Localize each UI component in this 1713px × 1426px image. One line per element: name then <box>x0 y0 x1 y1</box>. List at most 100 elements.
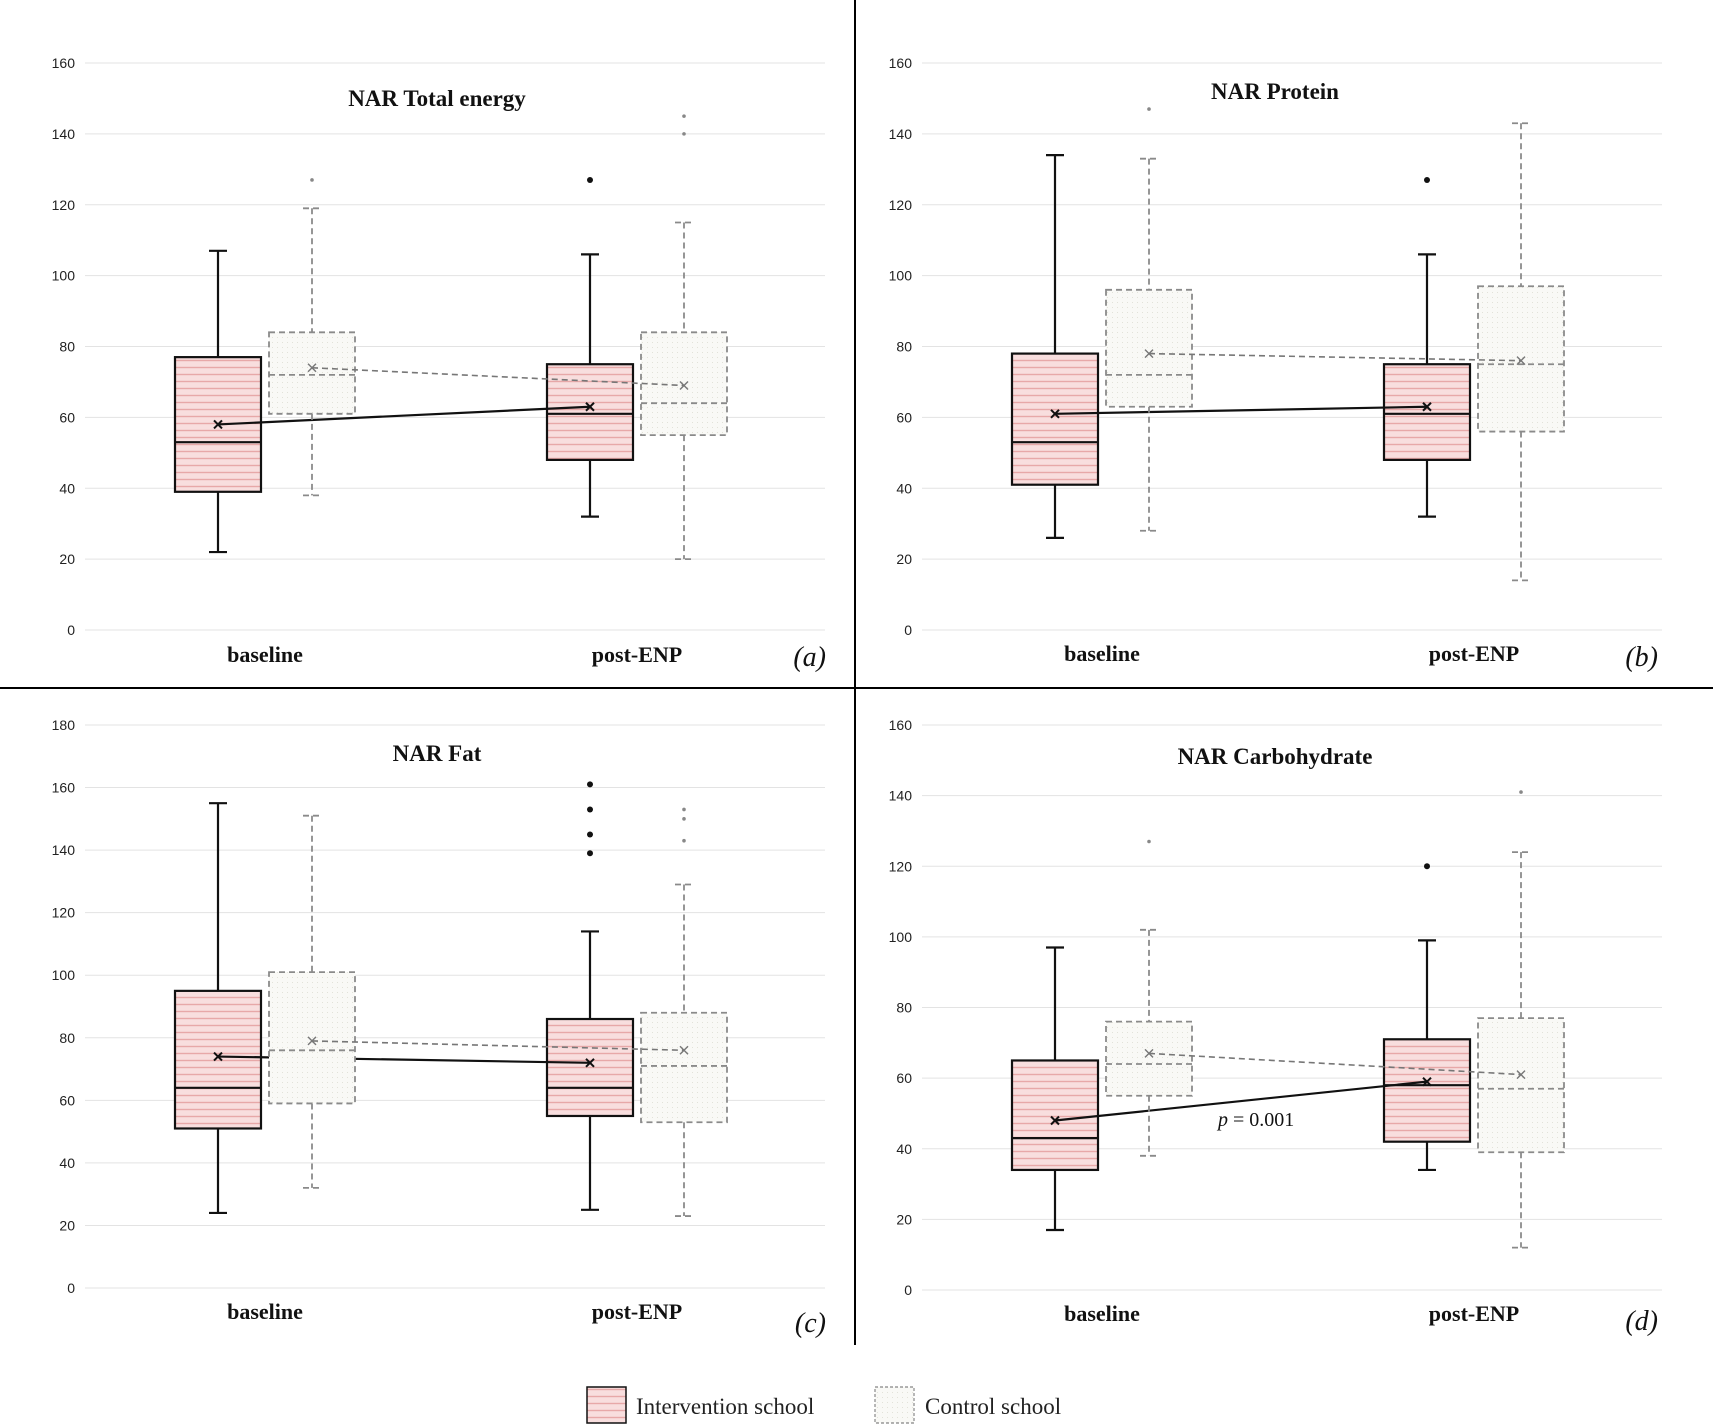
x-category-label: post-ENP <box>592 642 682 667</box>
chart-panel: 0 20 40 60 80 100 120 140 160 NAR Carbohydrate bas… <box>889 717 1662 1337</box>
panel-label: (a) <box>793 642 826 673</box>
outlier-point <box>1519 790 1523 794</box>
y-tick-label: 40 <box>896 480 912 496</box>
chart-panel: 0 20 40 60 80 100 120 140 160 NAR Total energy bas… <box>52 55 826 673</box>
box-iqr <box>545 363 635 462</box>
control-box <box>1105 107 1193 532</box>
control-box <box>268 178 356 497</box>
y-tick-label: 120 <box>889 197 913 213</box>
outlier-point <box>587 176 593 183</box>
y-tick-label: 120 <box>52 197 76 213</box>
y-tick-label: 40 <box>59 480 75 496</box>
x-category-label: baseline <box>227 1299 303 1324</box>
mean-trend-line-control <box>1148 352 1522 362</box>
y-tick-label: 20 <box>896 551 912 567</box>
box-iqr <box>173 989 263 1130</box>
outlier-point <box>587 831 593 838</box>
y-tick-label: 180 <box>52 717 76 733</box>
y-tick-label: 60 <box>896 1070 912 1086</box>
x-category-label: post-ENP <box>1429 1301 1519 1326</box>
y-tick-label: 140 <box>889 788 913 804</box>
control-box <box>1477 790 1565 1249</box>
y-tick-label: 160 <box>889 717 913 733</box>
chart-title: NAR Fat <box>393 741 482 766</box>
x-category-label: baseline <box>1064 1301 1140 1326</box>
mean-trend-line-control <box>311 366 685 387</box>
y-tick-label: 160 <box>52 780 76 796</box>
mean-trend-line-intervention <box>1054 1080 1428 1122</box>
y-tick-label: 120 <box>889 858 913 874</box>
y-tick-label: 140 <box>889 126 913 142</box>
outlier-point <box>682 132 686 136</box>
p-value-text: = 0.001 <box>1228 1109 1294 1131</box>
outlier-point <box>1147 839 1151 844</box>
box-iqr <box>1105 1020 1193 1097</box>
box-iqr <box>1382 363 1472 462</box>
x-category-label: post-ENP <box>1429 641 1519 666</box>
box-iqr <box>1010 1059 1100 1172</box>
y-tick-label: 20 <box>896 1211 912 1227</box>
x-category-label: post-ENP <box>592 1299 682 1324</box>
y-tick-label: 160 <box>52 55 76 71</box>
chart-panel: 0 20 40 60 80 100 120 140 160 180 NAR Fat baseline p… <box>52 717 826 1339</box>
y-tick-label: 80 <box>896 1000 912 1016</box>
outlier-point <box>1147 107 1151 111</box>
outlier-point <box>587 781 593 788</box>
p-value-symbol: p <box>1216 1109 1228 1131</box>
y-tick-label: 80 <box>896 339 912 355</box>
box-iqr <box>1477 285 1565 433</box>
p-value-annotation: p = 0.001 <box>1216 1109 1294 1131</box>
legend-label-control: Control school <box>925 1394 1061 1419</box>
panel-label: (b) <box>1625 642 1658 673</box>
outlier-point <box>682 838 686 843</box>
mean-trend-line-control <box>311 1040 685 1052</box>
outlier-point <box>1424 176 1430 183</box>
mean-trend-line-control <box>1148 1052 1522 1076</box>
legend-label-intervention: Intervention school <box>636 1394 814 1419</box>
control-box <box>268 814 356 1189</box>
control-box <box>1477 122 1565 582</box>
intervention-box <box>1382 863 1472 1172</box>
outlier-point <box>682 807 686 812</box>
mean-trend-line-intervention <box>1054 405 1428 415</box>
y-tick-label: 20 <box>59 1217 75 1233</box>
chart-panel: 0 20 40 60 80 100 120 140 160 NAR Protein baseline… <box>889 55 1662 673</box>
y-tick-label: 40 <box>896 1141 912 1157</box>
box-iqr <box>1477 1017 1565 1154</box>
y-tick-label: 120 <box>52 905 76 921</box>
y-tick-label: 160 <box>889 55 913 71</box>
intervention-box <box>545 176 635 518</box>
intervention-box <box>1010 154 1100 539</box>
y-tick-label: 60 <box>59 409 75 425</box>
box-iqr <box>1010 352 1100 486</box>
outlier-point <box>310 178 314 182</box>
panel-label: (c) <box>795 1308 826 1339</box>
intervention-box <box>545 781 635 1211</box>
outlier-point <box>1424 863 1430 870</box>
intervention-box <box>1010 946 1100 1232</box>
legend-swatch-control <box>874 1386 915 1424</box>
chart-title: NAR Protein <box>1211 79 1339 104</box>
legend-swatch-intervention <box>586 1386 627 1424</box>
y-tick-label: 60 <box>59 1092 75 1108</box>
y-tick-label: 60 <box>896 409 912 425</box>
y-tick-label: 140 <box>52 126 76 142</box>
y-tick-label: 100 <box>52 268 76 284</box>
control-box <box>640 114 728 561</box>
legend: Intervention school Control school <box>586 1386 1061 1424</box>
intervention-box <box>173 249 263 554</box>
y-tick-label: 140 <box>52 842 76 858</box>
box-iqr <box>268 971 356 1105</box>
y-tick-label: 0 <box>904 1282 912 1298</box>
mean-trend-line-intervention <box>217 405 591 426</box>
y-tick-label: 0 <box>904 622 912 638</box>
chart-title: NAR Total energy <box>348 86 526 111</box>
x-category-label: baseline <box>1064 641 1140 666</box>
box-iqr <box>268 331 356 415</box>
y-tick-label: 0 <box>67 622 75 638</box>
outlier-point <box>587 850 593 857</box>
outlier-point <box>682 817 686 821</box>
box-iqr <box>545 1017 635 1118</box>
intervention-box <box>173 802 263 1215</box>
